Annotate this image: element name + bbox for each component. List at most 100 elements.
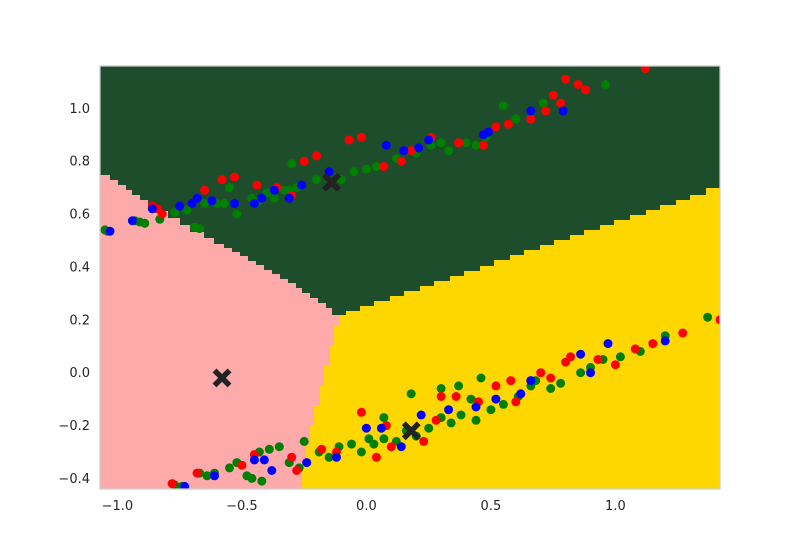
blue-point bbox=[249, 455, 259, 465]
green-point bbox=[454, 381, 464, 391]
green-point bbox=[170, 208, 180, 218]
blue-point bbox=[471, 402, 481, 412]
y-tick-label: 0.6 bbox=[69, 208, 90, 223]
x-tick-label: 0.0 bbox=[356, 499, 377, 514]
red-point bbox=[561, 357, 571, 367]
red-point bbox=[556, 98, 566, 108]
blue-point bbox=[302, 458, 312, 468]
green-point bbox=[456, 410, 466, 420]
blue-point bbox=[361, 423, 371, 433]
red-point bbox=[506, 376, 516, 386]
green-point bbox=[424, 423, 434, 433]
red-point bbox=[593, 355, 603, 364]
red-point bbox=[610, 360, 620, 370]
x-tick-label: −0.5 bbox=[226, 499, 258, 514]
green-point bbox=[538, 98, 548, 108]
red-point bbox=[237, 460, 247, 470]
green-point bbox=[369, 439, 379, 449]
y-tick-label: 0.8 bbox=[69, 155, 90, 170]
green-point bbox=[349, 167, 359, 177]
red-point bbox=[491, 122, 501, 132]
green-point bbox=[247, 473, 257, 483]
blue-point bbox=[267, 466, 277, 475]
red-point bbox=[454, 138, 464, 148]
green-point bbox=[466, 394, 476, 404]
centroid-marker bbox=[401, 421, 421, 441]
blue-point bbox=[207, 196, 217, 206]
red-point bbox=[317, 444, 327, 454]
blue-point bbox=[180, 481, 190, 489]
green-point bbox=[225, 463, 234, 473]
green-point bbox=[498, 399, 508, 409]
blue-point bbox=[416, 410, 426, 420]
red-point bbox=[503, 119, 513, 129]
red-point bbox=[436, 392, 446, 401]
blue-point bbox=[526, 376, 536, 386]
blue-point bbox=[147, 204, 157, 214]
green-point bbox=[498, 101, 508, 111]
y-tick-label: 0.0 bbox=[69, 366, 90, 381]
red-point bbox=[356, 407, 366, 417]
blue-point bbox=[381, 140, 391, 150]
green-point bbox=[324, 452, 334, 462]
blue-point bbox=[175, 201, 185, 211]
green-point bbox=[379, 413, 389, 423]
green-point bbox=[269, 193, 279, 203]
green-point bbox=[257, 476, 267, 486]
green-point bbox=[264, 444, 274, 454]
red-point bbox=[406, 146, 416, 156]
x-axis-ticks: −1.0 −0.5 0.0 0.5 1.0 bbox=[102, 499, 626, 514]
blue-point bbox=[127, 216, 137, 226]
blue-point bbox=[259, 455, 269, 465]
green-point bbox=[476, 373, 486, 383]
green-point bbox=[182, 205, 192, 215]
red-point bbox=[561, 74, 571, 84]
red-point bbox=[715, 315, 720, 325]
red-point bbox=[356, 132, 366, 142]
green-point bbox=[379, 434, 389, 444]
red-point bbox=[536, 368, 546, 378]
green-point bbox=[200, 199, 210, 208]
red-point bbox=[167, 479, 177, 489]
red-point bbox=[230, 172, 239, 182]
red-point bbox=[648, 339, 658, 349]
green-point bbox=[225, 183, 234, 193]
green-point bbox=[195, 224, 205, 234]
green-point bbox=[486, 405, 496, 415]
green-point bbox=[471, 415, 481, 425]
green-point bbox=[601, 80, 610, 89]
red-point bbox=[573, 80, 583, 89]
x-tick-label: 1.0 bbox=[605, 499, 626, 514]
green-point bbox=[202, 471, 212, 481]
red-point bbox=[371, 452, 381, 462]
y-tick-label: −0.2 bbox=[58, 419, 90, 434]
blue-point bbox=[105, 226, 115, 236]
red-point bbox=[379, 162, 389, 171]
y-tick-label: −0.4 bbox=[58, 472, 90, 487]
red-point bbox=[344, 135, 354, 145]
green-point bbox=[347, 439, 356, 449]
red-point bbox=[386, 442, 396, 452]
red-point bbox=[546, 373, 556, 383]
blue-point bbox=[444, 405, 454, 415]
centroids-layer bbox=[212, 172, 421, 441]
dark-green-region bbox=[100, 66, 720, 315]
green-point bbox=[356, 447, 366, 457]
y-axis-ticks: −0.4 −0.2 0.0 0.2 0.4 0.6 0.8 1.0 bbox=[58, 102, 90, 487]
green-point bbox=[444, 146, 454, 156]
red-point bbox=[396, 156, 406, 166]
red-point bbox=[491, 381, 501, 391]
blue-point bbox=[376, 423, 386, 433]
red-point bbox=[252, 180, 262, 190]
green-point bbox=[615, 352, 625, 362]
blue-point bbox=[284, 193, 294, 203]
green-point bbox=[371, 162, 381, 171]
green-point bbox=[703, 312, 713, 322]
red-point bbox=[526, 114, 536, 124]
x-tick-label: 0.5 bbox=[481, 499, 502, 514]
red-point bbox=[312, 151, 322, 161]
blue-point bbox=[269, 185, 279, 195]
red-point bbox=[479, 140, 488, 150]
blue-point bbox=[257, 193, 267, 203]
blue-point bbox=[424, 135, 434, 145]
